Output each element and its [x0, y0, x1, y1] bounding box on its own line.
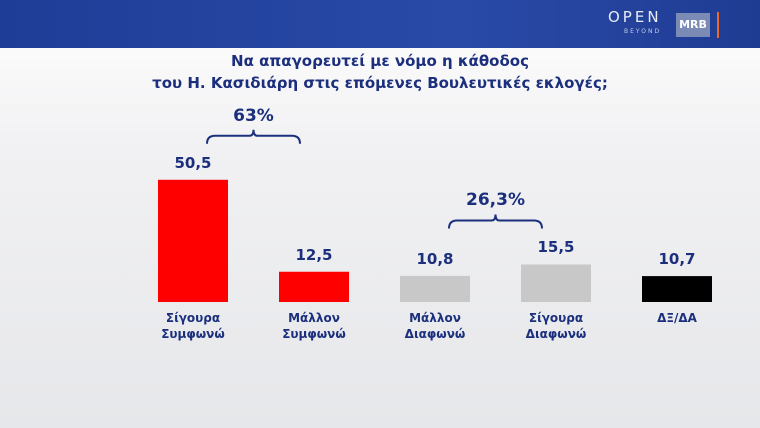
bar: [642, 276, 712, 302]
chart-title: του Η. Κασιδιάρη στις επόμενες Βουλευτικ…: [152, 74, 608, 92]
bar: [400, 275, 470, 302]
bracket: [448, 214, 543, 229]
category-label: Μάλλον Διαφωνώ: [404, 311, 466, 341]
value-label: 15,5: [537, 238, 575, 257]
category-label: Σίγουρα Συμφωνώ: [161, 311, 225, 341]
annotation: 63%: [233, 105, 274, 126]
value-label: 12,5: [295, 245, 333, 264]
bar: [279, 271, 349, 302]
logo: OPEN: [608, 8, 662, 26]
header-band: OPEN BEYOND MRB: [0, 0, 760, 48]
value-label: 10,7: [658, 250, 696, 269]
category-label: Μάλλον Συμφωνώ: [282, 311, 346, 341]
category-label: Σίγουρα Διαφωνώ: [525, 311, 587, 341]
bar: [521, 264, 591, 302]
value-label: 50,5: [174, 153, 212, 172]
category-label: ΔΞ/ΔΑ: [657, 311, 697, 325]
chart-title: Να απαγορευτεί με νόμο η κάθοδος: [231, 52, 529, 70]
annotation: 26,3%: [466, 190, 525, 211]
logo-sub: BEYOND: [624, 28, 662, 35]
bracket: [206, 129, 301, 144]
bar: [158, 179, 228, 302]
badge: MRB: [676, 13, 710, 37]
accent: [717, 12, 719, 38]
value-label: 10,8: [416, 249, 454, 268]
